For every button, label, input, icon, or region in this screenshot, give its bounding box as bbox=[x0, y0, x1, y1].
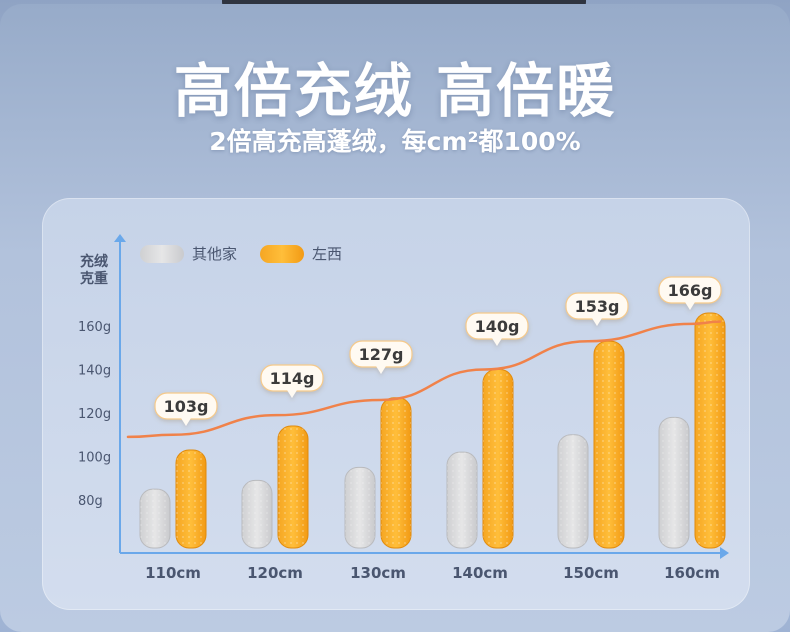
bar-zuoxi-texture bbox=[594, 341, 624, 548]
data-label-text: 114g bbox=[270, 369, 315, 388]
x-tick-labels: 110cm 120cm 130cm 140cm 150cm 160cm bbox=[145, 564, 720, 582]
bar-zuoxi-texture bbox=[695, 312, 725, 548]
data-label: 166g bbox=[658, 276, 722, 310]
data-label-pointer bbox=[287, 390, 297, 398]
data-label: 153g bbox=[565, 292, 629, 326]
bar-other-texture bbox=[447, 452, 477, 548]
bar-other-texture bbox=[345, 467, 375, 548]
data-label-text: 127g bbox=[359, 345, 404, 364]
bar-zuoxi-texture bbox=[483, 369, 513, 548]
axes bbox=[114, 234, 729, 559]
x-tick-label: 130cm bbox=[350, 564, 406, 582]
y-tick-label: 80g bbox=[78, 494, 103, 509]
x-tick-label: 110cm bbox=[145, 564, 201, 582]
data-label-pointer bbox=[181, 418, 191, 426]
data-label-pointer bbox=[592, 318, 602, 326]
trend-line bbox=[126, 320, 722, 439]
x-tick-label: 160cm bbox=[664, 564, 720, 582]
data-label-pointer bbox=[685, 302, 695, 310]
data-label-pointer bbox=[376, 366, 386, 374]
y-axis-label-line2: 克重 bbox=[80, 270, 108, 287]
page-title: 高倍充绒 高倍暖 bbox=[173, 57, 617, 125]
bar-other-texture bbox=[659, 417, 689, 548]
data-label: 140g bbox=[465, 312, 529, 346]
page-subtitle: 2倍高充高蓬绒，每cm²都100% bbox=[209, 127, 581, 156]
x-tick-label: 140cm bbox=[452, 564, 508, 582]
bars bbox=[139, 312, 726, 549]
bar-other-texture bbox=[140, 489, 170, 548]
bar-zuoxi-texture bbox=[278, 426, 308, 548]
x-tick-label: 120cm bbox=[247, 564, 303, 582]
trend-line-path bbox=[126, 320, 722, 439]
x-axis-arrow-icon bbox=[720, 547, 729, 559]
y-axis-label-line1: 充绒 bbox=[80, 253, 108, 270]
legend-swatch-zuoxi bbox=[260, 245, 304, 263]
legend-swatch-other bbox=[140, 245, 184, 263]
y-axis-arrow-icon bbox=[114, 234, 126, 242]
legend: 其他家 左西 bbox=[140, 245, 342, 263]
y-tick-label: 160g bbox=[78, 320, 111, 335]
data-label-text: 103g bbox=[164, 397, 209, 416]
legend-label-other: 其他家 bbox=[192, 245, 237, 263]
bar-other-texture bbox=[242, 480, 272, 548]
y-tick-labels: 80g 100g 120g 140g 160g bbox=[78, 320, 111, 509]
y-tick-label: 140g bbox=[78, 364, 111, 379]
data-label-text: 153g bbox=[575, 297, 620, 316]
x-tick-label: 150cm bbox=[563, 564, 619, 582]
data-label: 103g bbox=[154, 392, 218, 426]
data-label-pointer bbox=[492, 338, 502, 346]
data-label: 114g bbox=[260, 364, 324, 398]
bar-zuoxi-texture bbox=[381, 397, 411, 548]
legend-label-zuoxi: 左西 bbox=[312, 245, 342, 263]
bar-zuoxi-texture bbox=[176, 449, 206, 548]
y-tick-label: 100g bbox=[78, 451, 111, 466]
data-label-text: 140g bbox=[475, 317, 520, 336]
data-label: 127g bbox=[349, 340, 413, 374]
bar-other-texture bbox=[558, 434, 588, 548]
y-tick-label: 120g bbox=[78, 407, 111, 422]
data-label-text: 166g bbox=[668, 281, 713, 300]
value-callouts: 103g 114g 127g 140g 153g 166g bbox=[154, 276, 722, 426]
